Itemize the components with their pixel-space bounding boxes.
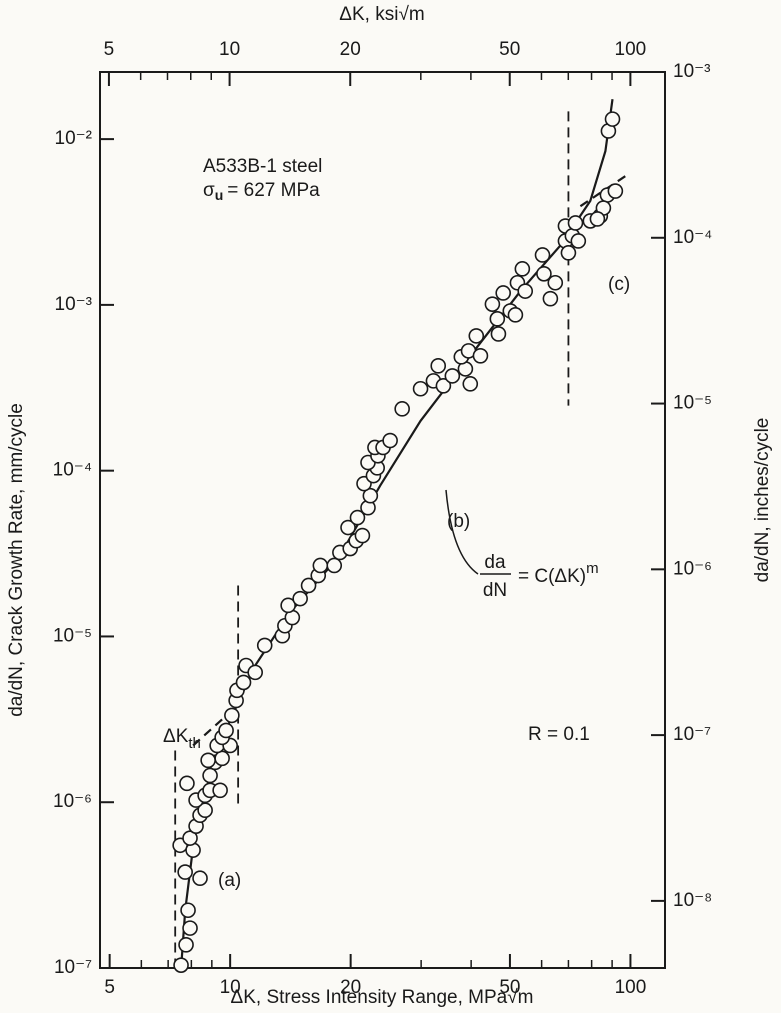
data-point xyxy=(203,768,217,782)
x-tick-label: 10 xyxy=(220,977,241,998)
y-tick-label: 10⁻⁷ xyxy=(54,957,92,978)
strength-subscript: u xyxy=(215,187,224,203)
data-point xyxy=(383,434,397,448)
data-point xyxy=(590,212,604,226)
data-point xyxy=(473,349,487,363)
chart: ΔK, Stress Intensity Range, MPa√m ΔK, ks… xyxy=(0,0,781,1013)
threshold-text: ΔK xyxy=(163,726,189,747)
y2-tick-label: 10⁻⁵ xyxy=(673,393,712,414)
data-point xyxy=(174,958,188,972)
data-point xyxy=(445,369,459,383)
data-point xyxy=(180,776,194,790)
data-point xyxy=(181,903,195,917)
data-point xyxy=(608,184,622,198)
data-point xyxy=(561,246,575,260)
background xyxy=(0,0,781,1013)
y2-tick-label: 10⁻⁴ xyxy=(673,227,712,248)
strength-symbol: σ xyxy=(203,180,215,201)
data-point xyxy=(508,308,522,322)
data-point xyxy=(225,708,239,722)
x2-axis-title: ΔK, ksi√m xyxy=(339,4,424,25)
data-point xyxy=(327,558,341,572)
data-point xyxy=(491,327,505,341)
x2-tick-label: 100 xyxy=(615,39,647,60)
data-point xyxy=(215,751,229,765)
x2-tick-label: 20 xyxy=(340,39,361,60)
data-point xyxy=(193,871,207,885)
strength-text: = 627 MPa xyxy=(227,180,320,201)
y-tick-label: 10⁻⁴ xyxy=(53,460,92,481)
formula-exponent: m xyxy=(586,560,599,577)
data-point xyxy=(293,592,307,606)
data-point xyxy=(518,284,532,298)
data-point xyxy=(496,286,510,300)
y2-tick-label: 10⁻⁷ xyxy=(673,724,711,745)
data-point xyxy=(490,312,504,326)
y2-axis-title: da/dN, inches/cycle xyxy=(752,418,773,583)
data-point xyxy=(395,402,409,416)
x2-tick-label: 50 xyxy=(499,39,520,60)
data-point xyxy=(469,329,483,343)
data-point xyxy=(237,675,251,689)
data-point xyxy=(219,723,233,737)
data-point xyxy=(606,112,620,126)
data-point xyxy=(548,276,562,290)
data-point xyxy=(515,262,529,276)
region-label: (c) xyxy=(608,274,630,295)
data-point xyxy=(178,865,192,879)
data-point xyxy=(414,382,428,396)
data-point xyxy=(543,292,557,306)
data-point xyxy=(179,938,193,952)
data-point xyxy=(355,529,369,543)
x-tick-label: 100 xyxy=(615,977,647,998)
y2-tick-label: 10⁻³ xyxy=(673,61,711,82)
x2-tick-label: 10 xyxy=(219,39,240,60)
y-tick-label: 10⁻⁵ xyxy=(53,625,92,646)
data-point xyxy=(248,665,262,679)
data-point xyxy=(571,234,585,248)
data-point xyxy=(568,216,582,230)
ratio-label: R = 0.1 xyxy=(528,724,590,745)
material-label: A533B-1 steel xyxy=(203,156,322,177)
x-tick-label: 20 xyxy=(340,977,361,998)
x-tick-label: 5 xyxy=(104,977,115,998)
y-tick-label: 10⁻⁶ xyxy=(53,791,92,812)
y-tick-label: 10⁻³ xyxy=(55,294,93,315)
y-axis-title: da/dN, Crack Growth Rate, mm/cycle xyxy=(6,403,27,717)
x2-tick-label: 5 xyxy=(104,39,115,60)
data-point xyxy=(431,359,445,373)
formula-numerator: da xyxy=(484,552,506,573)
data-point xyxy=(258,638,272,652)
data-point xyxy=(485,297,499,311)
x-tick-label: 50 xyxy=(499,977,520,998)
data-point xyxy=(213,783,227,797)
data-point xyxy=(183,921,197,935)
data-point xyxy=(535,248,549,262)
data-point xyxy=(201,753,215,767)
y2-tick-label: 10⁻⁸ xyxy=(673,890,712,911)
region-label: (a) xyxy=(218,870,241,891)
formula-denominator: dN xyxy=(483,580,507,601)
formula-rhs-text: = C(ΔK) xyxy=(518,566,586,587)
x-axis-title: ΔK, Stress Intensity Range, MPa√m xyxy=(231,987,534,1008)
data-point xyxy=(313,558,327,572)
y2-tick-label: 10⁻⁶ xyxy=(673,558,712,579)
y-tick-label: 10⁻² xyxy=(55,128,93,149)
data-point xyxy=(463,377,477,391)
